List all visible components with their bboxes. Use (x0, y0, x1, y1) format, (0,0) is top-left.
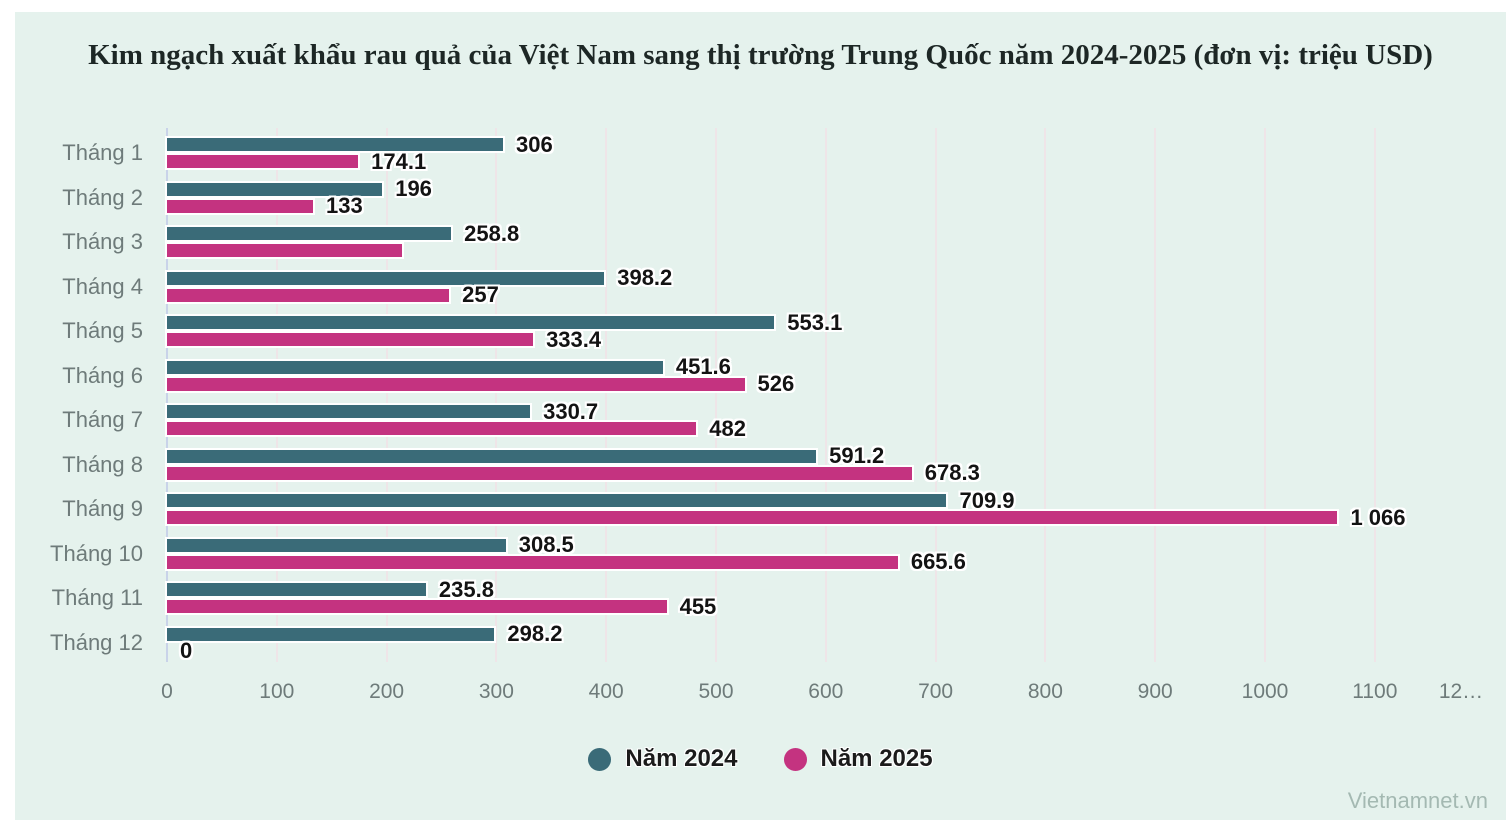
x-axis-tick-label: 0 (161, 680, 173, 703)
bar-nam-2024[interactable] (167, 405, 531, 418)
x-axis-tick-label: 300 (478, 680, 514, 703)
bar-value-label: 678.3 (924, 460, 980, 485)
bar-value-label: 330.7 (543, 398, 599, 424)
x-axis-tick-label: 1000 (1241, 680, 1289, 703)
category-label: Tháng 1 (62, 140, 143, 165)
legend: Năm 2024 Năm 2025 (15, 745, 1506, 773)
x-axis-tick-label: 1100 (1352, 680, 1398, 703)
gridline (1154, 128, 1157, 662)
watermark: Vietnamnet.vn (1347, 788, 1488, 813)
x-axis-tick-label: 200 (369, 680, 405, 703)
chart-panel: Kim ngạch xuất khẩu rau quả của Việt Nam… (15, 12, 1506, 820)
x-axis-tick-label: 100 (259, 680, 295, 703)
x-axis-tick-label: 12… (1438, 680, 1484, 703)
bar-nam-2025[interactable] (167, 288, 450, 302)
bar-value-label: 133 (326, 193, 363, 218)
gridline (605, 128, 608, 662)
bar-value-label: 257 (462, 282, 499, 307)
bar-nam-2025[interactable] (167, 199, 314, 213)
bar-nam-2025[interactable] (167, 244, 402, 257)
legend-label: Năm 2025 (820, 745, 933, 772)
bar-value-label: 306 (515, 131, 553, 157)
legend-item-năm-2024[interactable]: Năm 2024 (588, 745, 738, 773)
gridline (934, 128, 937, 662)
bar-nam-2024[interactable] (167, 316, 775, 329)
x-axis-tick-label: 400 (588, 680, 624, 703)
category-label: Tháng 6 (62, 362, 143, 388)
category-label: Tháng 5 (62, 318, 143, 343)
legend-label: Năm 2024 (625, 745, 738, 772)
bar-nam-2025[interactable] (167, 155, 359, 168)
category-label: Tháng 9 (62, 496, 143, 521)
bar-value-label: 482 (709, 415, 746, 441)
x-axis-tick-label: 500 (698, 680, 734, 703)
bar-nam-2024[interactable] (167, 360, 663, 374)
bar-nam-2024[interactable] (167, 627, 495, 641)
category-label: Tháng 10 (50, 540, 143, 566)
bar-value-label: 665.6 (910, 549, 966, 574)
bar-value-label: 308.5 (518, 532, 574, 557)
bar-nam-2024[interactable] (167, 494, 947, 507)
bar-nam-2024[interactable] (167, 138, 503, 151)
x-axis-tick-label: 900 (1137, 680, 1173, 703)
bar-nam-2024[interactable] (167, 182, 383, 196)
bar-nam-2024[interactable] (167, 583, 426, 596)
bar-nam-2024[interactable] (167, 449, 817, 463)
bar-nam-2025[interactable] (167, 555, 898, 569)
bar-nam-2025[interactable] (167, 511, 1338, 524)
legend-item-năm-2025[interactable]: Năm 2025 (783, 745, 933, 773)
x-axis-tick-label: 600 (808, 680, 844, 703)
bar-value-label: 709.9 (959, 487, 1015, 513)
category-label: Tháng 8 (62, 451, 143, 477)
chart-title: Kim ngạch xuất khẩu rau quả của Việt Nam… (88, 39, 1433, 71)
bar-value-label: 0 (180, 638, 193, 663)
bar-nam-2024[interactable] (167, 227, 452, 240)
category-label: Tháng 12 (50, 629, 143, 655)
bar-value-label: 451.6 (675, 354, 731, 379)
gridline (1264, 128, 1266, 662)
bar-value-label: 455 (679, 593, 717, 619)
category-label: Tháng 3 (62, 229, 143, 254)
plot-area: Tháng 1 306 174.1 Tháng 2 196 133 Tháng 3 258.8… (15, 12, 1506, 820)
x-axis-tick-label: 700 (918, 680, 954, 703)
gridline (824, 128, 827, 662)
bar-nam-2025[interactable] (167, 600, 667, 613)
bar-nam-2024[interactable] (167, 538, 506, 552)
category-label: Tháng 4 (62, 273, 143, 299)
bar-value-label: 258.8 (464, 220, 520, 246)
gridline (1044, 128, 1047, 662)
x-axis-tick-label: 800 (1027, 680, 1063, 703)
bar-value-label: 398.2 (617, 265, 673, 290)
bar-nam-2025[interactable] (167, 333, 534, 346)
legend-dot-icon (783, 747, 807, 771)
bar-value-label: 591.2 (829, 443, 885, 468)
bar-value-label: 333.4 (546, 326, 602, 352)
gridline (385, 128, 388, 662)
bar-nam-2025[interactable] (167, 466, 912, 480)
bar-value-label: 298.2 (507, 621, 563, 646)
bar-nam-2025[interactable] (167, 377, 745, 391)
legend-dot-icon (588, 747, 612, 771)
gridline (1373, 128, 1376, 662)
bar-value-label: 1 066 (1350, 504, 1406, 530)
y-axis-line (166, 128, 168, 662)
gridline (495, 128, 498, 662)
bar-value-label: 526 (757, 371, 795, 396)
gridline (275, 128, 278, 662)
bar-value-label: 196 (395, 176, 432, 201)
bar-value-label: 553.1 (787, 309, 843, 335)
category-label: Tháng 11 (51, 585, 143, 610)
bar-nam-2024[interactable] (167, 271, 605, 285)
category-label: Tháng 7 (62, 407, 143, 432)
bar-nam-2025[interactable] (167, 422, 697, 435)
gridline (715, 128, 717, 662)
bar-value-label: 235.8 (438, 576, 494, 602)
bar-value-label: 174.1 (371, 148, 427, 174)
category-label: Tháng 2 (62, 184, 143, 210)
